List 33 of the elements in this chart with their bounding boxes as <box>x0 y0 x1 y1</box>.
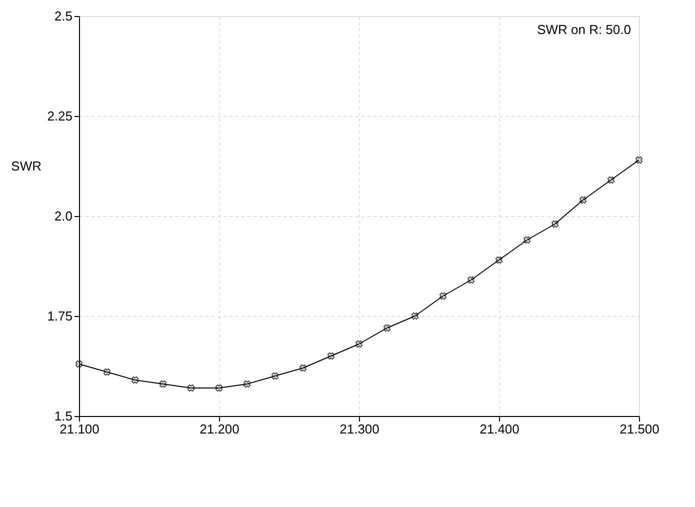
point <box>523 236 531 244</box>
point <box>383 324 391 332</box>
x-tick-label: 21.200 <box>200 422 240 436</box>
point <box>131 376 139 384</box>
point <box>607 176 615 184</box>
point <box>75 360 83 368</box>
x-tick-label: 21.100 <box>60 422 100 436</box>
y-tick-label: 1.5 <box>54 408 72 424</box>
point <box>243 380 251 388</box>
point <box>579 196 587 204</box>
y-axis-title: SWR <box>11 158 42 174</box>
y-tick-label: 2.5 <box>54 8 72 24</box>
point <box>327 352 335 360</box>
y-tick-label: 1.75 <box>47 308 72 324</box>
point <box>411 312 419 320</box>
point <box>467 276 475 284</box>
point <box>635 156 643 164</box>
x-tick-label: 21.400 <box>480 422 520 436</box>
point <box>439 292 447 300</box>
y-tick-label: 2.25 <box>47 108 72 124</box>
x-tick-label: 21.300 <box>340 422 380 436</box>
point <box>187 384 195 392</box>
point <box>551 220 559 228</box>
point <box>271 372 279 380</box>
annotation: SWR on R: 50.0 <box>537 22 631 37</box>
point <box>495 256 503 264</box>
point <box>355 340 363 348</box>
point <box>103 368 111 376</box>
point <box>215 384 223 392</box>
point <box>159 380 167 388</box>
y-tick-label: 2.0 <box>54 208 72 224</box>
point <box>299 364 307 372</box>
x-tick-label: 21.500 <box>620 422 660 436</box>
